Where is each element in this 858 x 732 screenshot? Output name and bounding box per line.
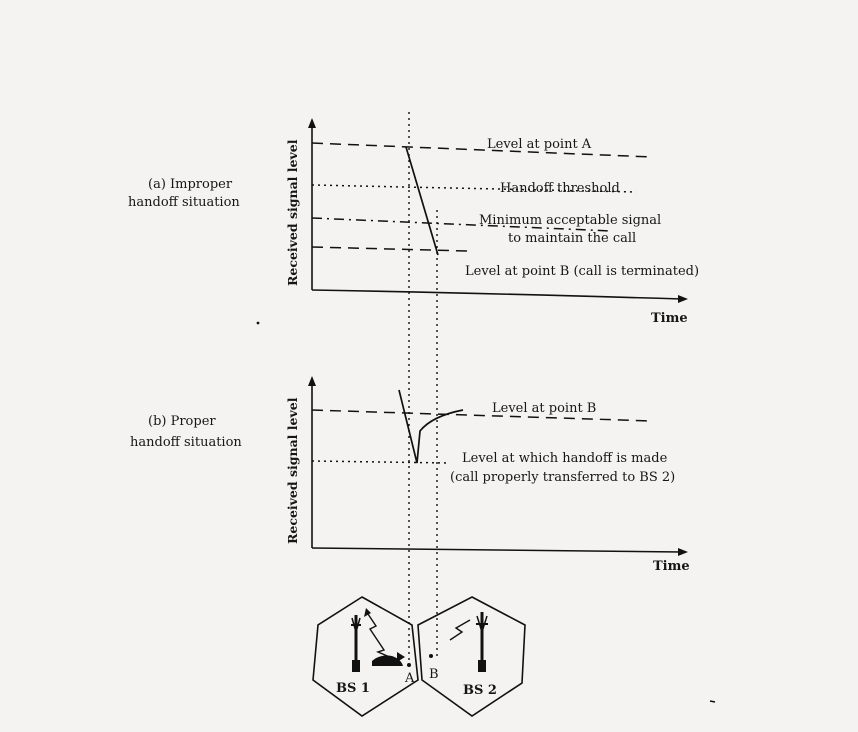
cell-layout: A B BS 1 BS 2 bbox=[312, 596, 526, 717]
panel-a-level-b-line bbox=[311, 246, 469, 252]
panel-a-min-signal-label-2: to maintain the call bbox=[508, 231, 636, 246]
panel-a-level-b-label: Level at point B (call is terminated) bbox=[465, 264, 699, 279]
bs2-label: BS 2 bbox=[463, 683, 497, 698]
bs2-tower-icon bbox=[476, 612, 488, 672]
speck-1 bbox=[256, 321, 260, 325]
panel-a-x-label: Time bbox=[651, 311, 688, 326]
bs1-radio-link-icon bbox=[364, 608, 393, 659]
point-a-marker bbox=[407, 663, 411, 667]
point-a-label: A bbox=[404, 671, 415, 686]
panel-a-caption-line2: handoff situation bbox=[128, 195, 240, 210]
cell-bs2-hexagon bbox=[417, 596, 526, 717]
panel-a-level-a-label: Level at point A bbox=[487, 137, 592, 152]
point-b-label: B bbox=[429, 667, 439, 682]
panel-a-y-arrow bbox=[308, 118, 316, 128]
panel-b-y-arrow bbox=[308, 376, 316, 386]
panel-a-caption-line1: (a) Improper bbox=[148, 177, 233, 192]
panel-a-x-axis bbox=[311, 289, 683, 300]
mobile-car-icon bbox=[372, 655, 403, 666]
bs1-label: BS 1 bbox=[336, 681, 370, 696]
panel-a-min-signal-label-1: Minimum acceptable signal bbox=[479, 213, 661, 228]
panel-b-handoff-label-2: (call properly transferred to BS 2) bbox=[450, 470, 675, 485]
panel-b-y-label: Received signal level bbox=[285, 397, 300, 544]
panel-b-caption-line2: handoff situation bbox=[130, 435, 242, 450]
panel-b-caption-line1: (b) Proper bbox=[148, 414, 216, 429]
mobile-direction-arrow-icon bbox=[397, 652, 405, 662]
panel-a-min-signal-line bbox=[311, 217, 613, 232]
speck-2 bbox=[709, 700, 716, 703]
panel-b-x-arrow bbox=[678, 548, 688, 556]
panel-a-x-arrow bbox=[678, 295, 688, 303]
panel-a-handoff-threshold-label: Handoff threshold bbox=[500, 181, 620, 196]
cell-bs1-hexagon bbox=[312, 596, 419, 717]
bs2-radio-link-icon bbox=[449, 619, 471, 641]
panel-a-y-label: Received signal level bbox=[285, 139, 300, 286]
panel-b-handoff-label-1: Level at which handoff is made bbox=[462, 451, 668, 466]
panel-b-signal-curve bbox=[398, 389, 464, 464]
panel-a-handoff-threshold-line bbox=[311, 184, 637, 193]
panel-a-level-a-line bbox=[311, 142, 653, 158]
panel-a-signal-curve bbox=[405, 146, 439, 256]
panel-a: (a) Improper handoff situation Received … bbox=[128, 118, 699, 326]
point-b-marker bbox=[429, 654, 433, 658]
panel-b-x-label: Time bbox=[653, 559, 690, 574]
panel-b-handoff-level-line bbox=[311, 460, 451, 464]
panel-b-level-b-line bbox=[311, 409, 653, 422]
panel-b-x-axis bbox=[311, 547, 683, 553]
panel-b-level-b-label: Level at point B bbox=[492, 401, 596, 416]
panel-b: (b) Proper handoff situation Received si… bbox=[130, 376, 690, 574]
bs1-tower-icon bbox=[351, 615, 361, 672]
